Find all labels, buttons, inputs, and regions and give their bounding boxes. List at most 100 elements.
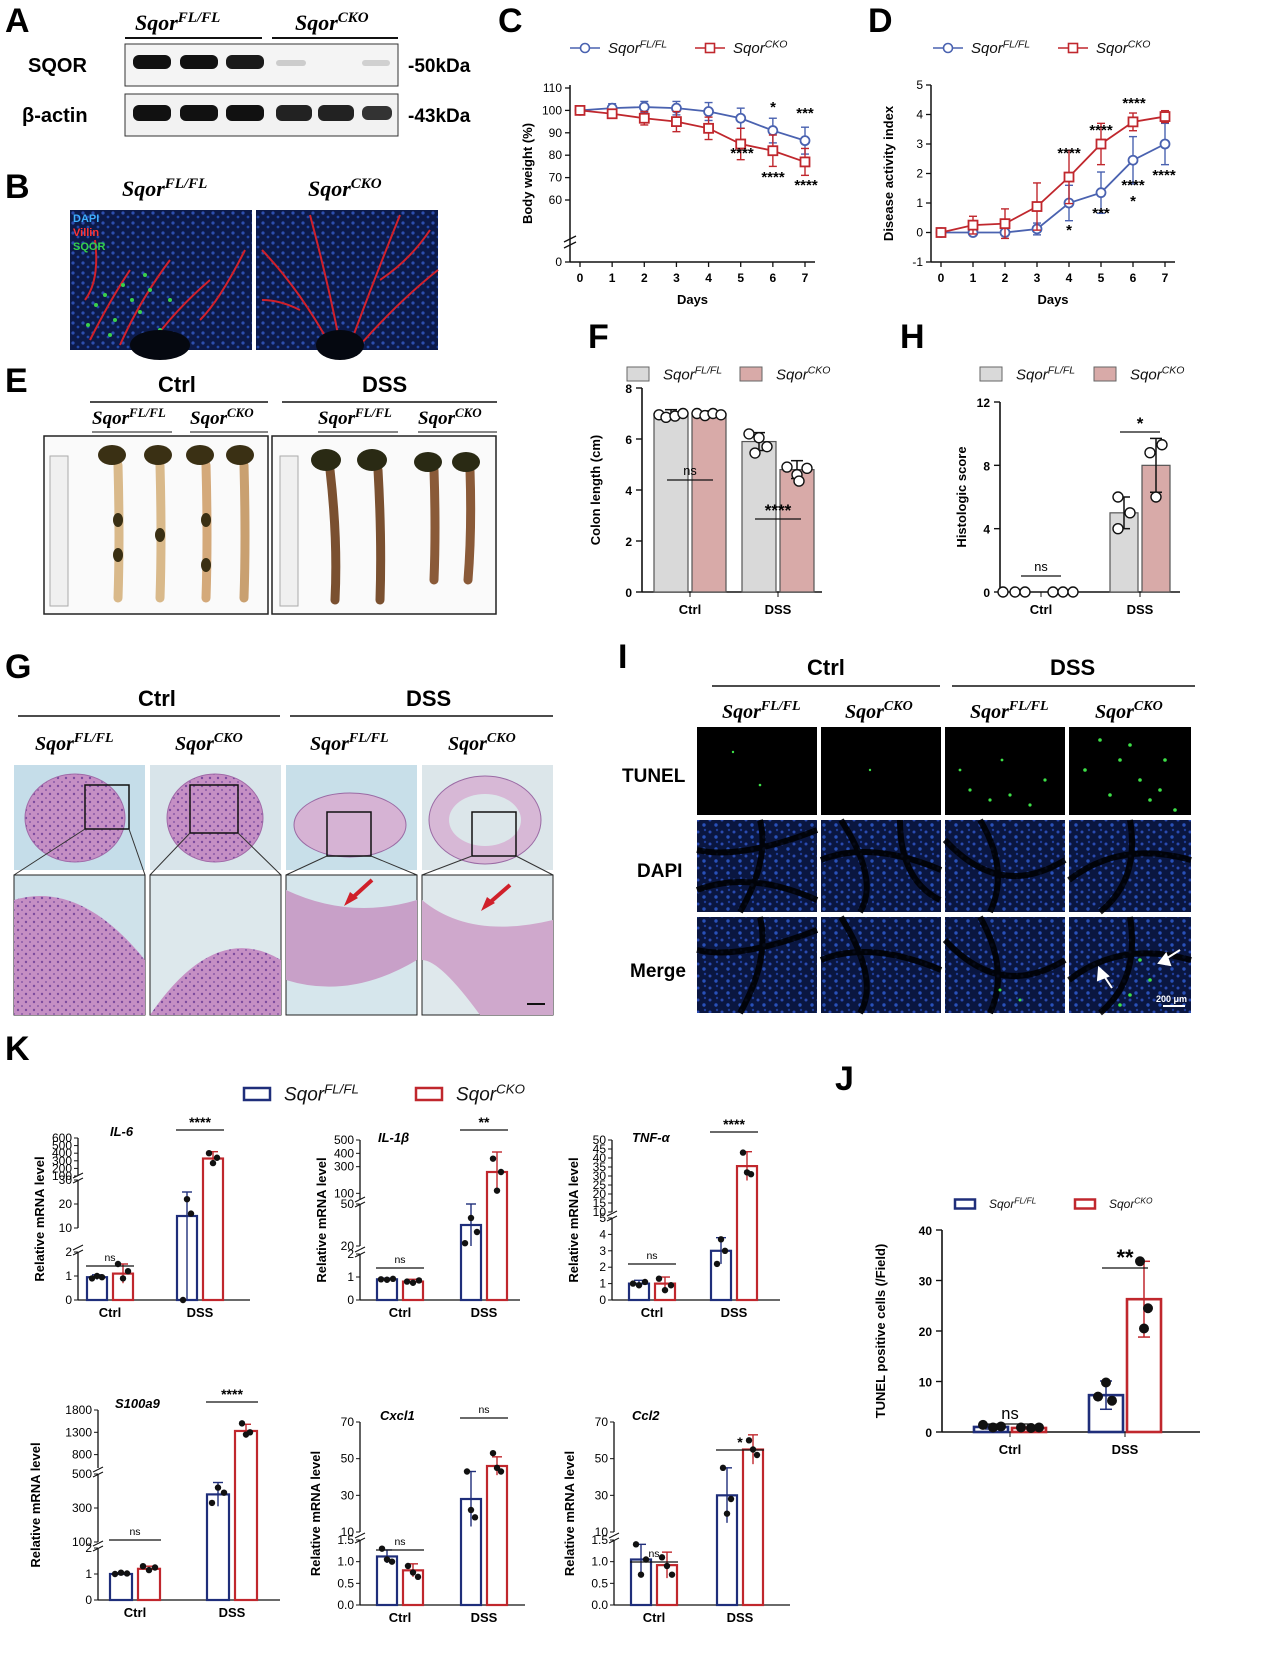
data-point (214, 1484, 222, 1491)
gene-label: S100a9 (115, 1396, 161, 1411)
data-point (489, 1449, 497, 1457)
data-point-cko (735, 138, 747, 150)
data-point (415, 1277, 423, 1284)
if-image-fl-signal (84, 239, 246, 346)
svg-text:SqorCKO: SqorCKO (175, 731, 243, 755)
y-tick-label: 10 (341, 1525, 355, 1539)
data-point (119, 1275, 127, 1282)
x-tick-label: DSS (1127, 602, 1154, 617)
panel-letter-c: C (498, 2, 523, 40)
y-tick-label: 4 (983, 523, 990, 537)
bar-cko-dss (201, 1157, 225, 1302)
data-point (978, 1419, 989, 1430)
legend-fl-h-swatch (979, 366, 1003, 382)
data-point (663, 1562, 671, 1570)
data-point (1124, 507, 1136, 519)
y-tick-label: 1 (85, 1567, 92, 1581)
x-tick-label: 2 (1002, 271, 1009, 285)
row-label-merge: Merge (630, 961, 686, 982)
significance-label: **** (761, 169, 785, 186)
y-tick-label: 300 (334, 1160, 354, 1174)
bar-fl-dss (205, 1493, 231, 1602)
data-point-fl (767, 125, 779, 136)
y-tick-label: 0 (625, 586, 632, 600)
blot-label-actin: β-actin (22, 105, 88, 127)
data-point-cko (638, 112, 650, 124)
data-point (1156, 439, 1168, 451)
data-point (489, 1155, 497, 1162)
data-point (205, 1150, 213, 1157)
y-tick-label: 1.0 (591, 1555, 608, 1569)
genotype-fl-b: SqorFL/FL (122, 176, 207, 201)
y-tick-label: 300 (52, 1154, 72, 1168)
y-tick-label: 20 (593, 1187, 607, 1201)
data-point (745, 1437, 753, 1444)
y-tick-label: 40 (919, 1224, 933, 1238)
x-tick-label: 2 (641, 271, 648, 285)
y-tick-label: 60 (549, 193, 563, 207)
if-image-cko-signal (261, 214, 439, 346)
y-tick-label: 2 (65, 1245, 72, 1259)
significance-label: * (1130, 193, 1136, 210)
data-point (739, 1149, 747, 1156)
legend-cko-f-swatch (739, 366, 763, 382)
y-tick-label: 0 (599, 1293, 606, 1307)
x-tick-label: 3 (673, 271, 680, 285)
data-point (1025, 1422, 1036, 1433)
data-point (747, 1171, 755, 1178)
y-tick-label: 70 (341, 1415, 355, 1429)
data-point (187, 1210, 195, 1217)
significance-dss: **** (765, 501, 792, 520)
he-top-row (14, 765, 553, 870)
legend-cko-label: SqorCKO (1096, 38, 1150, 57)
panel-a-western-blot: SqorFL/FL SqorCKO SQOR β-actin -50kDa -4… (22, 10, 471, 137)
panel-letter-k: K (5, 1030, 30, 1068)
y-tick-label: 1300 (65, 1425, 92, 1439)
x-axis-label: Days (1037, 292, 1068, 307)
significance-ctrl: ns (1034, 559, 1047, 574)
panel-e-colon-photos: Ctrl DSS SqorFL/FL SqorCKO SqorFL/FL Sqo… (43, 372, 497, 615)
y-tick-label: 50 (341, 1197, 355, 1211)
data-point (719, 1464, 727, 1472)
y-tick-label: 30 (593, 1169, 607, 1183)
y-tick-label: 45 (593, 1142, 607, 1156)
data-point (183, 1196, 191, 1203)
significance-label: **** (730, 145, 754, 162)
x-tick-label: Ctrl (124, 1605, 146, 1620)
chart-f-colon-length: 0 2 4 6 8 Colon length (cm) Ctrl ns DSS **** SqorF… (588, 365, 830, 617)
bar-fl-dss (741, 440, 777, 593)
y-tick-label: 600 (52, 1131, 72, 1145)
data-point (655, 1275, 663, 1282)
data-point (493, 1187, 501, 1194)
x-tick-label: DSS (187, 1305, 214, 1320)
y-tick-label: 10 (59, 1221, 73, 1235)
ruler-ctrl (49, 455, 69, 607)
significance-ctrl: ns (129, 1526, 140, 1538)
y-tick-label: 90 (549, 126, 563, 140)
x-tick-label: Ctrl (99, 1305, 121, 1320)
data-point (93, 1272, 101, 1280)
panel-letters: A B C D E F G H I J K (5, 2, 925, 1098)
data-point (220, 1489, 228, 1496)
y-tick-label: 30 (341, 1488, 355, 1502)
x-tick-label: 0 (938, 271, 945, 285)
data-point (111, 1570, 119, 1578)
genotype-cko-b: SqorCKO (308, 176, 382, 201)
data-point (497, 1168, 505, 1176)
y-axis-label: Body weight (%) (520, 123, 535, 224)
data-point (715, 409, 727, 421)
bar-fl-ctrl (653, 412, 689, 593)
data-point (1033, 1422, 1044, 1433)
y-tick-label: 50 (341, 1452, 355, 1466)
y-axis-label: TUNEL positive cells (/Field) (873, 1244, 888, 1419)
row-label-dapi: DAPI (637, 861, 682, 882)
data-point-cko (935, 227, 947, 238)
svg-text:SqorFL/FL: SqorFL/FL (310, 731, 389, 755)
y-tick-label: 6 (625, 433, 632, 447)
y-tick-label: 300 (72, 1501, 92, 1515)
x-tick-label: DSS (219, 1605, 246, 1620)
data-point (403, 1278, 411, 1285)
panel-letter-h: H (900, 318, 925, 356)
